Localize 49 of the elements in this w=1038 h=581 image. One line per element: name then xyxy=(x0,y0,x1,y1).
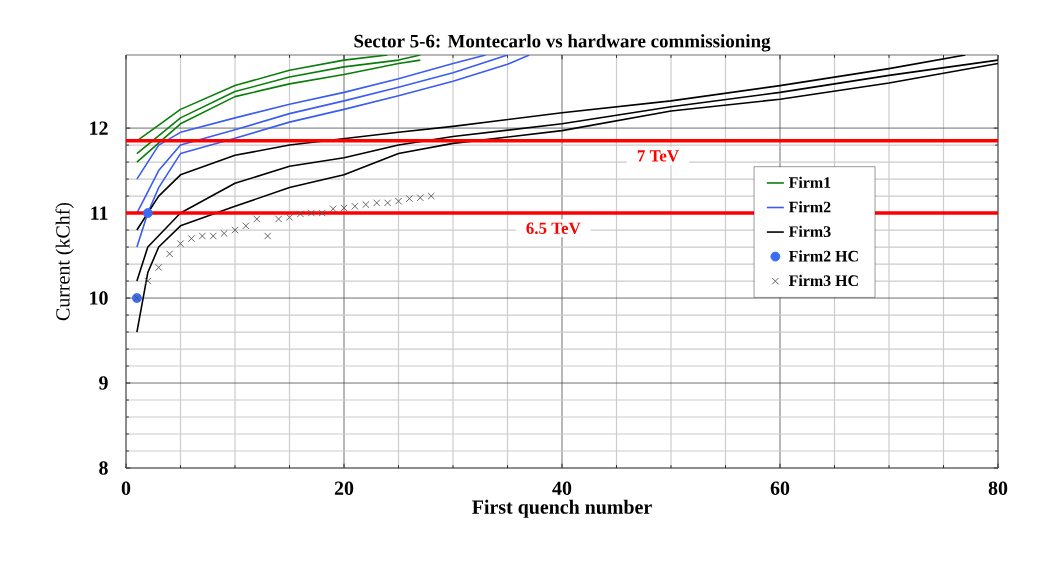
legend-label: Firm2 HC xyxy=(788,250,858,262)
x-tick-label: 80 xyxy=(988,481,1008,495)
point xyxy=(318,209,326,217)
point xyxy=(416,194,424,202)
ref-line-label: 6.5 TeV xyxy=(526,222,581,235)
line-series xyxy=(136,54,389,142)
point xyxy=(176,240,185,248)
point xyxy=(220,229,228,238)
point xyxy=(264,232,272,240)
legend-label: Firm1 xyxy=(788,176,831,188)
point xyxy=(142,208,153,218)
x-tick-label: 40 xyxy=(552,481,572,495)
point xyxy=(362,200,370,209)
point xyxy=(394,197,403,205)
x-axis-title: First quench number xyxy=(472,499,652,518)
point xyxy=(242,222,250,230)
legend-label: Firm3 xyxy=(788,225,831,237)
point xyxy=(427,192,435,200)
x-tick-label: 0 xyxy=(121,481,131,495)
point xyxy=(165,250,174,258)
point xyxy=(253,215,261,223)
legend-label: Firm2 xyxy=(788,201,831,213)
x-tick-label: 20 xyxy=(334,481,354,495)
point xyxy=(187,234,196,243)
y-axis-title: Current (kChf) xyxy=(55,202,74,321)
point xyxy=(274,215,283,223)
x-tick-label: 60 xyxy=(770,481,790,495)
y-tick-label: 8 xyxy=(99,461,108,475)
point xyxy=(296,210,305,218)
point xyxy=(373,199,381,207)
y-tick-label: 9 xyxy=(99,376,108,390)
chart-title: Sector 5-6: Montecarlo vs hardware commissioning xyxy=(354,34,771,52)
point xyxy=(329,205,337,213)
point xyxy=(307,209,315,217)
point xyxy=(285,213,294,221)
line-series xyxy=(136,54,509,214)
y-tick-label: 10 xyxy=(90,291,108,305)
line-series xyxy=(136,54,487,180)
point xyxy=(155,263,163,272)
y-tick-label: 12 xyxy=(90,121,108,135)
ref-line-label: 7 TeV xyxy=(637,150,679,162)
legend-label: Firm3 HC xyxy=(788,274,858,287)
point xyxy=(144,277,152,285)
point xyxy=(405,194,414,203)
point xyxy=(383,199,392,207)
point xyxy=(198,232,206,240)
y-tick-label: 11 xyxy=(91,206,108,220)
point xyxy=(351,202,359,210)
point xyxy=(209,232,217,240)
